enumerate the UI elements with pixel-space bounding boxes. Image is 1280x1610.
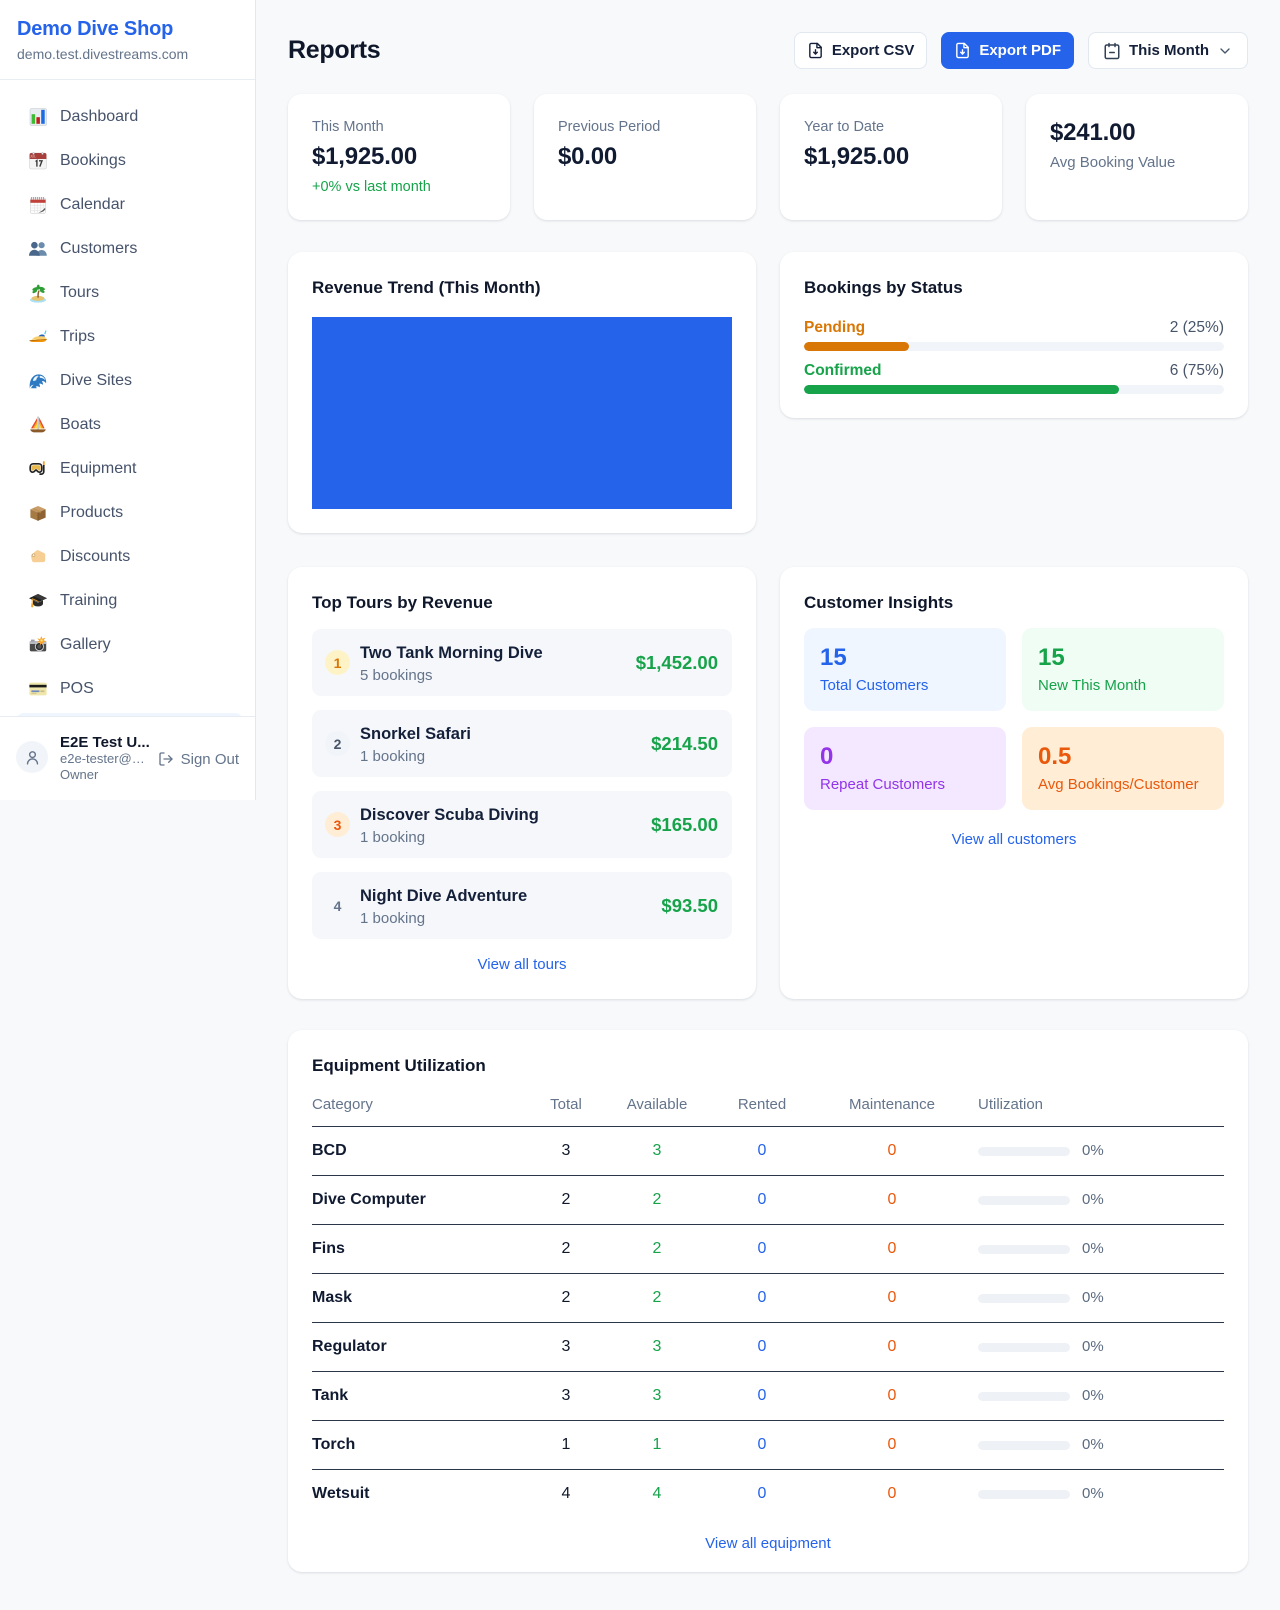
svg-text:JUL: JUL (30, 155, 36, 159)
